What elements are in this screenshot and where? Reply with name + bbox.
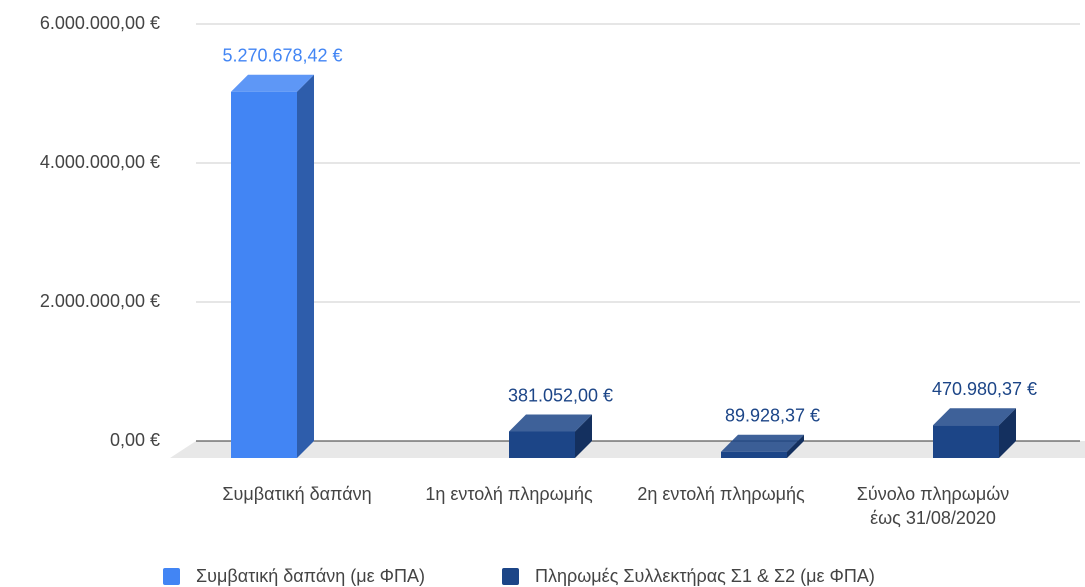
bar-face [721, 434, 804, 452]
x-tick-label: 2η εντολή πληρωμής [637, 484, 805, 504]
value-label: 470.980,37 € [932, 379, 1037, 399]
y-tick-label: 2.000.000,00 € [40, 291, 160, 311]
bar-face [933, 408, 1016, 426]
x-tick-label: Συμβατική δαπάνη [222, 484, 372, 504]
floor [170, 441, 1085, 458]
bar-face [999, 408, 1016, 458]
value-label: 89.928,37 € [725, 405, 820, 425]
bar-face [933, 425, 999, 458]
bar [933, 408, 1016, 458]
value-label: 381.052,00 € [508, 385, 613, 405]
legend-swatch [502, 568, 519, 585]
bar [509, 414, 592, 458]
x-tick-label: Σύνολο πληρωμών έως 31/08/2020 [856, 484, 1010, 528]
value-label: 5.270.678,42 € [222, 45, 342, 65]
bar-face [297, 74, 314, 458]
legend-swatch [163, 568, 180, 585]
y-tick-label: 6.000.000,00 € [40, 13, 160, 33]
legend-label: Πληρωμές Συλλεκτήρας Σ1 & Σ2 (με ΦΠΑ) [535, 566, 875, 586]
bar-face [787, 434, 804, 458]
x-tick-label: 1η εντολή πληρωμής [425, 484, 593, 504]
bar [721, 434, 804, 458]
legend-label: Συμβατική δαπάνη (με ΦΠΑ) [196, 566, 425, 586]
bar [231, 74, 314, 458]
y-tick-label: 0,00 € [110, 430, 160, 450]
bar-face [509, 414, 592, 432]
bar-face [509, 431, 575, 458]
bar-face [231, 91, 297, 458]
bar-face [721, 451, 787, 458]
bar-face [575, 414, 592, 458]
bar-face [231, 74, 314, 92]
y-tick-label: 4.000.000,00 € [40, 152, 160, 172]
